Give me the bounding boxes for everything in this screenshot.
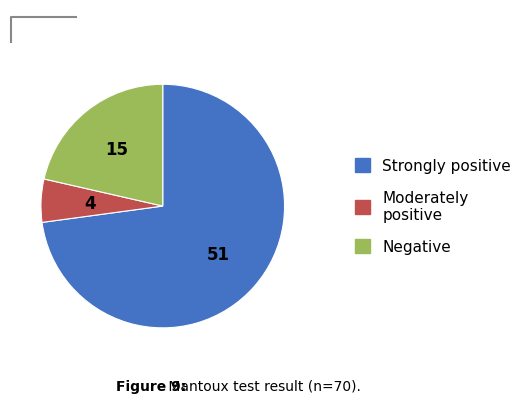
Text: 4: 4 xyxy=(84,194,96,212)
Legend: Strongly positive, Moderately
positive, Negative: Strongly positive, Moderately positive, … xyxy=(347,151,519,262)
Wedge shape xyxy=(41,179,163,223)
Wedge shape xyxy=(42,85,285,328)
Text: 51: 51 xyxy=(206,245,229,264)
Wedge shape xyxy=(44,85,163,207)
Text: Mantoux test result (n=70).: Mantoux test result (n=70). xyxy=(164,379,361,393)
Text: Figure 9:: Figure 9: xyxy=(116,379,186,393)
Text: 15: 15 xyxy=(106,141,129,158)
